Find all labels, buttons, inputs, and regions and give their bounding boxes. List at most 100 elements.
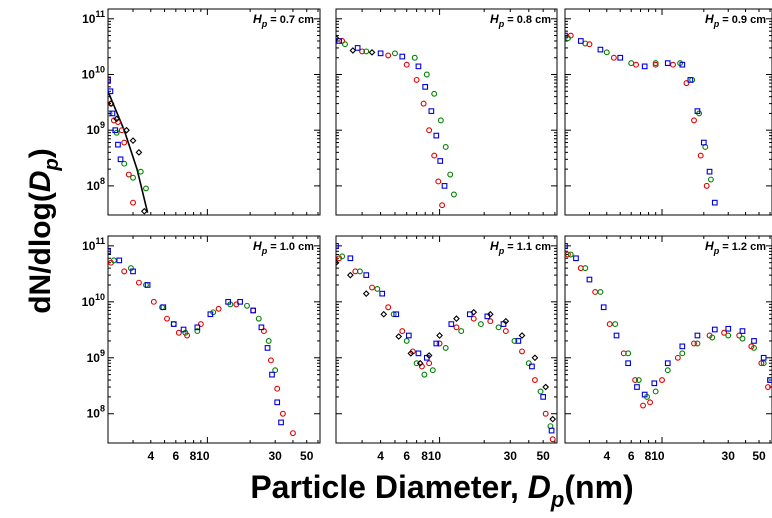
data-point-blue xyxy=(274,399,281,406)
y-tick-label-base: 10 xyxy=(87,179,101,193)
data-point-blue xyxy=(700,139,707,146)
data-point-red xyxy=(135,279,142,286)
data-point-blue xyxy=(112,127,119,134)
data-point-green xyxy=(612,321,619,328)
data-layer xyxy=(336,34,457,209)
data-point-green xyxy=(652,388,659,395)
panel-Hp-0.8: Hp = 0.8 cm xyxy=(335,8,558,216)
data-point-blue xyxy=(448,321,455,327)
y-tick-label-base: 10 xyxy=(87,407,101,421)
data-point-red xyxy=(487,318,494,325)
data-point-red xyxy=(420,100,427,107)
data-point-blue xyxy=(565,32,568,39)
data-point-black xyxy=(531,354,539,362)
panel-label: Hp = 0.8 cm xyxy=(490,12,551,29)
x-tick-label: 6 xyxy=(403,449,410,463)
data-point-red xyxy=(721,329,728,336)
data-point-black xyxy=(336,34,340,42)
data-point-red xyxy=(674,354,681,361)
data-point-green xyxy=(110,257,117,264)
x-tick-label: 30 xyxy=(504,449,518,463)
data-point-blue xyxy=(207,311,214,318)
panel-Hp-0.9: Hp = 0.9 cm xyxy=(564,8,772,216)
data-point-red xyxy=(683,80,690,87)
data-point-green xyxy=(137,168,144,175)
data-point-red xyxy=(659,377,665,383)
data-point-blue xyxy=(586,276,593,283)
data-point-black xyxy=(549,415,557,423)
x-tick-label: 4 xyxy=(377,449,384,463)
data-point-green xyxy=(739,335,746,342)
data-point-blue xyxy=(565,243,568,249)
data-point-green xyxy=(760,360,767,367)
data-point-blue xyxy=(250,307,257,314)
panel-label-text: = 1.0 cm xyxy=(267,241,314,253)
data-point-blue xyxy=(115,141,121,148)
data-point-red xyxy=(215,305,222,312)
data-point-blue xyxy=(116,257,123,264)
data-point-red xyxy=(691,340,697,347)
data-point-red xyxy=(403,61,410,68)
data-point-black xyxy=(470,308,478,316)
data-point-blue xyxy=(433,340,440,347)
data-point-red xyxy=(531,377,538,383)
data-point-blue xyxy=(354,45,361,51)
data-point-green xyxy=(437,117,444,124)
data-point-blue xyxy=(258,324,265,331)
panel-label-subscript: p xyxy=(261,19,268,29)
panel-label-text: = 0.9 cm xyxy=(719,14,766,26)
data-point-green xyxy=(679,350,686,357)
data-point-red xyxy=(586,41,593,48)
data-point-blue xyxy=(540,394,547,400)
data-point-black xyxy=(108,100,115,107)
y-tick-label-base: 10 xyxy=(82,12,96,26)
data-point-red xyxy=(385,52,392,59)
data-point-blue xyxy=(711,199,718,206)
panel-label-symbol: H xyxy=(705,12,714,26)
y-tick-label-exponent: 9 xyxy=(100,348,105,358)
panel-Hp-1.2: 4 6 30 50 810 Hp = 1.2 cm xyxy=(564,235,772,463)
data-point-green xyxy=(458,328,465,335)
data-point-green xyxy=(403,337,410,344)
data-point-black xyxy=(416,359,424,367)
data-point-red xyxy=(736,332,743,339)
data-point-red xyxy=(549,436,556,443)
data-point-green xyxy=(121,160,128,167)
data-point-blue xyxy=(679,343,686,350)
data-point-red xyxy=(150,298,157,305)
data-point-red xyxy=(385,304,392,311)
data-point-green xyxy=(525,360,532,367)
data-point-blue xyxy=(415,350,422,357)
data-point-red xyxy=(439,202,446,209)
x-tick-label: 50 xyxy=(752,449,766,463)
data-point-green xyxy=(635,377,642,383)
data-point-blue xyxy=(264,345,271,351)
data-point-blue xyxy=(130,268,136,275)
data-point-green xyxy=(244,302,250,309)
data-point-blue xyxy=(466,311,473,318)
data-point-green xyxy=(511,337,518,344)
panel-label: Hp = 1.2 cm xyxy=(705,239,766,256)
data-point-red xyxy=(339,38,346,44)
data-point-red xyxy=(502,328,509,335)
data-point-green xyxy=(707,176,714,183)
data-point-blue xyxy=(144,282,151,288)
data-point-blue xyxy=(336,38,342,44)
data-point-blue xyxy=(415,63,422,70)
data-point-black xyxy=(395,333,403,340)
data-point-blue xyxy=(711,326,718,333)
y-tick-label: 1011 xyxy=(82,236,105,253)
y-tick-label-exponent: 9 xyxy=(100,120,105,130)
data-point-blue xyxy=(399,53,406,60)
panel-label-text: = 0.7 cm xyxy=(267,14,314,26)
plot-frame xyxy=(335,235,558,444)
panel-label-symbol: H xyxy=(705,239,714,253)
data-point-blue xyxy=(577,38,584,44)
data-point-green xyxy=(751,344,757,351)
data-point-black xyxy=(436,332,443,339)
data-point-red xyxy=(691,117,697,124)
data-point-red xyxy=(703,182,710,189)
data-point-green xyxy=(342,41,348,48)
data-point-blue xyxy=(108,77,111,83)
